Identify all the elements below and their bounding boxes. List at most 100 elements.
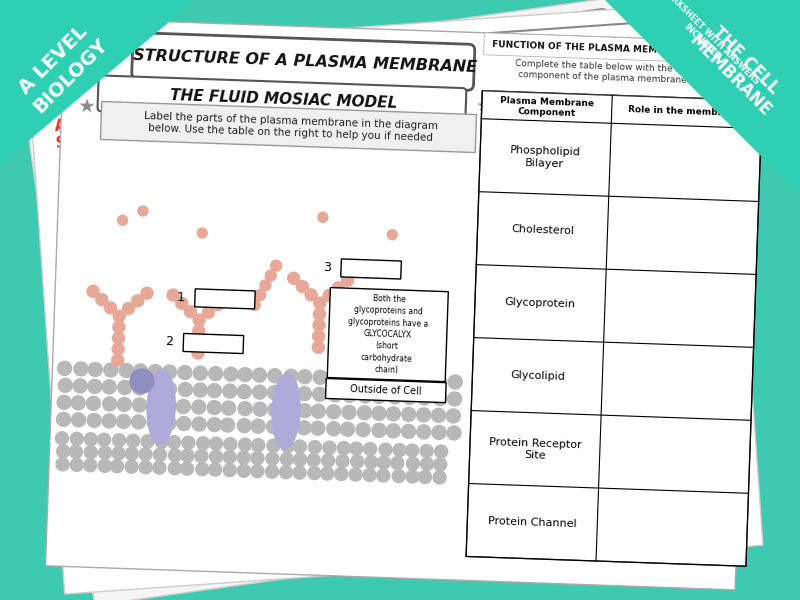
Text: THE FLUID MOSIAC MODEL: THE FLUID MOSIAC MODEL <box>170 88 398 111</box>
Circle shape <box>402 391 417 404</box>
Circle shape <box>113 434 126 447</box>
Circle shape <box>210 437 222 450</box>
Circle shape <box>58 379 72 392</box>
Circle shape <box>431 409 446 422</box>
Circle shape <box>392 334 404 346</box>
Circle shape <box>377 469 390 482</box>
Circle shape <box>358 406 371 420</box>
Circle shape <box>305 289 317 301</box>
Bar <box>101 101 477 152</box>
Circle shape <box>406 444 418 457</box>
Circle shape <box>266 270 276 281</box>
Text: Glycoprotein: Glycoprotein <box>504 297 575 310</box>
FancyBboxPatch shape <box>133 21 674 104</box>
Circle shape <box>341 422 354 436</box>
Text: STRUCTURE OF A PLASMA MEMBRANE: STRUCTURE OF A PLASMA MEMBRANE <box>182 37 631 88</box>
Circle shape <box>363 469 376 482</box>
Circle shape <box>224 367 238 381</box>
Circle shape <box>253 385 266 399</box>
Circle shape <box>334 467 348 481</box>
Circle shape <box>221 291 233 303</box>
Text: Cholesterol: Cholesterol <box>511 224 574 236</box>
Circle shape <box>342 405 356 419</box>
Ellipse shape <box>147 369 175 444</box>
Circle shape <box>402 407 416 421</box>
Circle shape <box>197 437 210 450</box>
Circle shape <box>313 387 326 401</box>
Circle shape <box>388 390 402 404</box>
Circle shape <box>223 384 237 398</box>
Circle shape <box>88 379 102 394</box>
Text: 1: 1 <box>177 291 185 304</box>
Circle shape <box>57 412 70 427</box>
Circle shape <box>193 314 205 326</box>
Circle shape <box>329 371 343 385</box>
Circle shape <box>119 364 134 377</box>
Circle shape <box>446 409 460 423</box>
Circle shape <box>104 363 118 377</box>
Circle shape <box>420 445 433 458</box>
Circle shape <box>131 415 146 429</box>
Circle shape <box>364 443 377 455</box>
Circle shape <box>280 452 294 466</box>
Text: FUNCTION OF THE PLASMA MEMBRANE COMPO…: FUNCTION OF THE PLASMA MEMBRANE COMPO… <box>492 40 742 57</box>
Circle shape <box>125 460 138 473</box>
Circle shape <box>176 298 188 310</box>
Circle shape <box>298 370 312 384</box>
Circle shape <box>138 206 148 216</box>
Circle shape <box>185 305 197 317</box>
Circle shape <box>177 416 191 431</box>
Circle shape <box>133 381 146 395</box>
Circle shape <box>388 373 402 387</box>
Circle shape <box>87 413 101 427</box>
Circle shape <box>350 442 363 455</box>
Circle shape <box>57 395 71 409</box>
Circle shape <box>297 281 309 293</box>
Text: Protein Channel: Protein Channel <box>488 516 577 529</box>
Circle shape <box>313 370 327 384</box>
Circle shape <box>321 467 334 480</box>
Circle shape <box>198 228 207 238</box>
Circle shape <box>338 442 350 455</box>
Text: Label the parts of the plasma membrane in the diagram: Label the parts of the plasma membrane i… <box>150 122 406 149</box>
Circle shape <box>266 465 278 478</box>
Circle shape <box>391 457 404 470</box>
Circle shape <box>141 435 154 448</box>
Polygon shape <box>605 0 800 195</box>
FancyBboxPatch shape <box>82 9 612 127</box>
Circle shape <box>433 471 446 484</box>
Circle shape <box>252 439 265 452</box>
Circle shape <box>117 415 130 428</box>
Circle shape <box>222 401 235 415</box>
Circle shape <box>268 403 282 416</box>
Circle shape <box>448 375 462 389</box>
Text: Label the parts of the plasma membrane in the diagram
below. Use the table on th: Label the parts of the plasma membrane i… <box>144 111 438 143</box>
Circle shape <box>194 366 207 380</box>
Circle shape <box>374 334 386 346</box>
Circle shape <box>196 463 209 476</box>
Circle shape <box>192 417 206 431</box>
Circle shape <box>88 362 102 376</box>
Circle shape <box>268 368 282 383</box>
Circle shape <box>153 461 166 474</box>
Circle shape <box>342 274 354 286</box>
Circle shape <box>238 385 251 398</box>
Circle shape <box>365 325 377 337</box>
Bar <box>183 334 244 353</box>
Circle shape <box>58 361 71 376</box>
Circle shape <box>162 399 177 413</box>
Circle shape <box>162 365 177 379</box>
Circle shape <box>168 462 182 475</box>
Bar <box>484 33 750 64</box>
Circle shape <box>418 470 431 484</box>
Circle shape <box>386 424 400 438</box>
Circle shape <box>267 439 280 452</box>
Circle shape <box>318 212 328 222</box>
Circle shape <box>70 458 83 472</box>
Circle shape <box>178 383 193 397</box>
Circle shape <box>349 468 362 481</box>
Circle shape <box>176 400 190 413</box>
Circle shape <box>181 449 194 462</box>
Text: Label the parts…: Label the parts… <box>186 142 270 163</box>
Circle shape <box>448 392 462 406</box>
